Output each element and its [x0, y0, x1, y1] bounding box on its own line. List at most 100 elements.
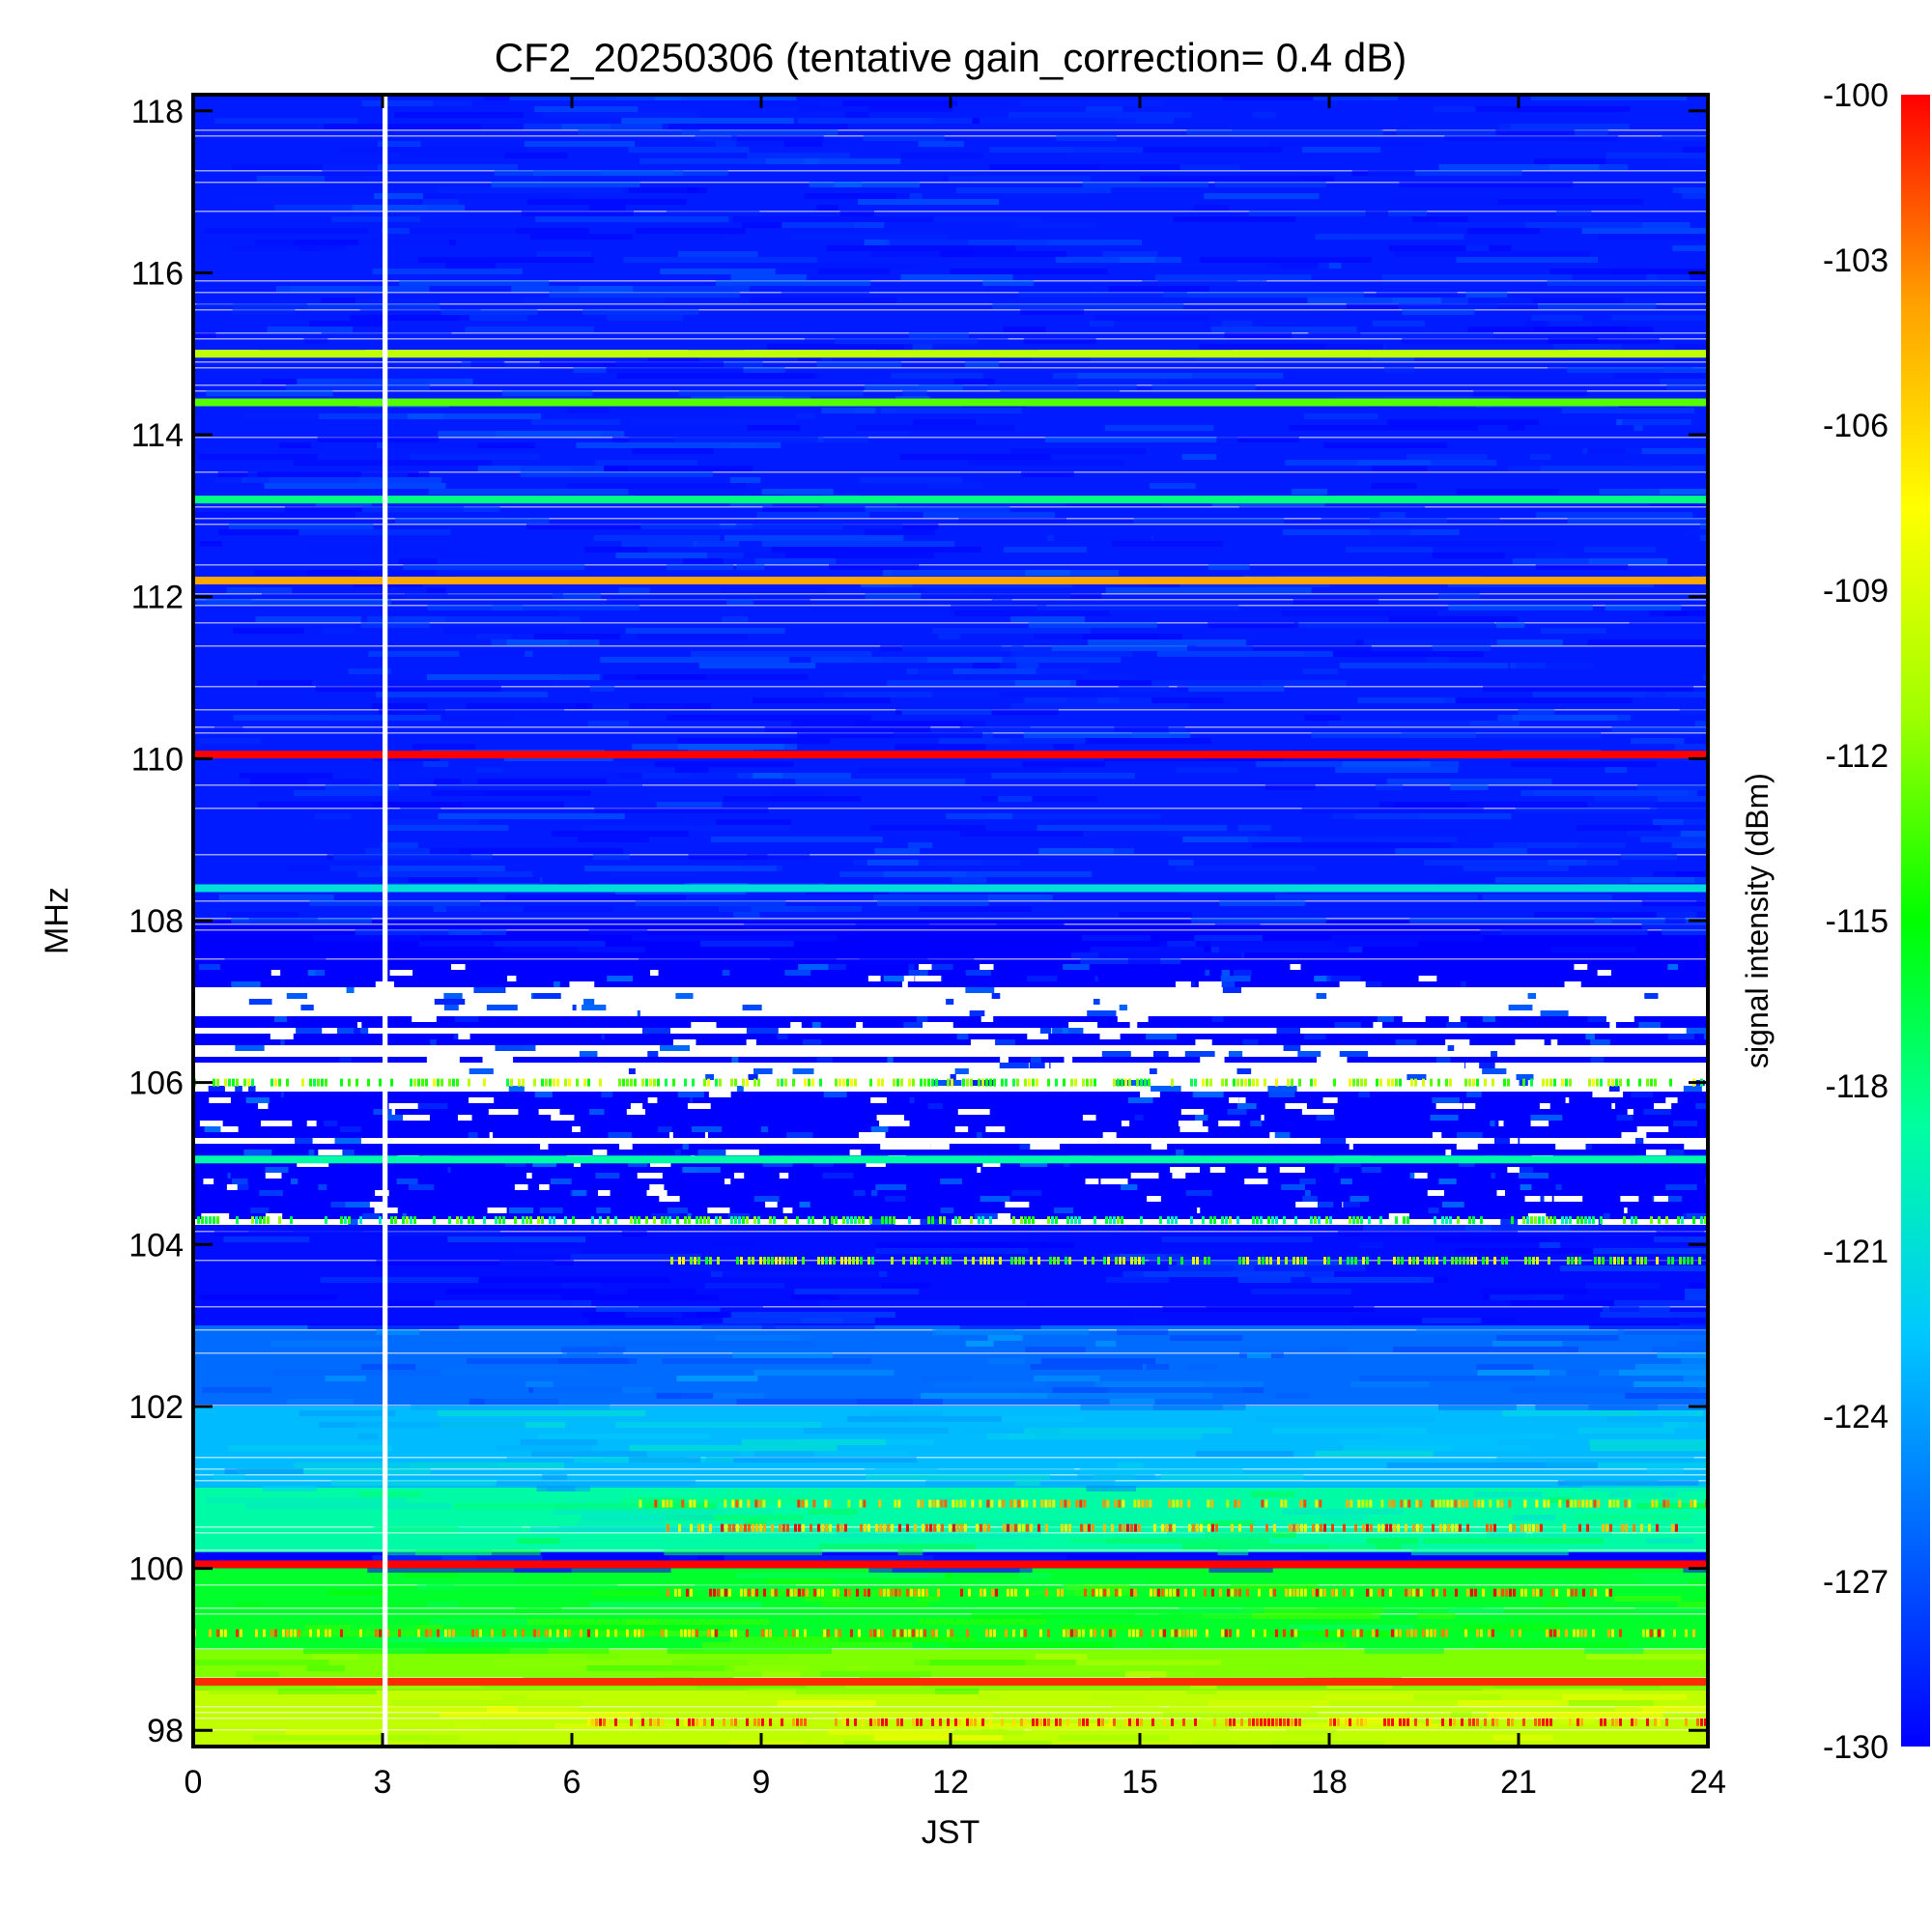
signal-fragment: [1070, 1629, 1073, 1637]
heatmap-cell: [1435, 1057, 1451, 1063]
signal-fragment: [1584, 1629, 1587, 1637]
signal-fragment: [1094, 1078, 1096, 1087]
signal-fragment: [514, 1216, 517, 1225]
signal-fragment: [1551, 1588, 1554, 1597]
signal-fragment: [1362, 1523, 1365, 1532]
signal-fragment: [711, 1718, 714, 1726]
signal-fragment: [697, 1523, 700, 1532]
signal-fragment: [869, 1216, 872, 1225]
signal-fragment: [572, 1216, 575, 1225]
signal-fragment: [684, 1078, 687, 1087]
heatmap-cell: [1584, 1283, 1661, 1289]
heatmap-cell: [955, 187, 1112, 193]
signal-fragment: [390, 1216, 393, 1225]
heatmap-cell: [1140, 1092, 1160, 1097]
signal-fragment: [1275, 1216, 1278, 1225]
signal-fragment: [1236, 1216, 1239, 1225]
signal-fragment: [854, 1078, 857, 1087]
heatmap-cell: [526, 199, 687, 205]
heatmap-cell: [1672, 187, 1708, 193]
signal-fragment: [1481, 1499, 1485, 1508]
heatmap-cell: [1611, 726, 1707, 732]
heatmap-cell: [659, 1196, 680, 1202]
signal-fragment: [1225, 1216, 1228, 1225]
heatmap-cell: [481, 124, 611, 129]
heatmap-cell: [1510, 1387, 1699, 1393]
heatmap-cell: [1370, 529, 1411, 535]
signal-fragment: [1316, 1523, 1319, 1532]
signal-fragment: [1700, 1718, 1703, 1726]
signal-fragment: [1476, 1718, 1479, 1726]
heatmap-cell: [1004, 547, 1087, 553]
heatmap-cell: [1428, 1208, 1439, 1213]
signal-fragment: [923, 1629, 926, 1637]
heatmap-cell: [1197, 1208, 1201, 1213]
heatmap-cell: [1111, 1706, 1159, 1712]
heatmap-cell: [1549, 269, 1708, 274]
signal-fragment: [887, 1588, 890, 1597]
heatmap-cell: [250, 779, 461, 784]
heatmap-cell: [1524, 1196, 1552, 1202]
signal-fragment: [1406, 1718, 1409, 1726]
signal-fragment: [863, 1499, 867, 1508]
heatmap-cell: [1000, 390, 1121, 396]
signal-fragment: [771, 1523, 774, 1532]
heatmap-cell: [1234, 1063, 1258, 1068]
signal-fragment: [1047, 1216, 1050, 1225]
heatmap-cell: [1386, 779, 1552, 784]
heatmap-cell: [1569, 1074, 1577, 1080]
heatmap-cell: [628, 1161, 648, 1167]
signal-fragment: [216, 1216, 219, 1225]
heatmap-row: [193, 1097, 1708, 1103]
heatmap-cell: [1149, 483, 1196, 489]
signal-fragment: [906, 1523, 909, 1532]
signal-fragment: [1586, 1523, 1589, 1532]
heatmap-cell: [887, 1057, 894, 1063]
heatmap-cell: [513, 1248, 582, 1254]
heatmap-cell: [992, 303, 1184, 309]
heatmap-cell: [715, 141, 737, 147]
signal-fragment: [607, 1718, 610, 1726]
heatmap-cell: [582, 825, 791, 831]
heatmap-cell: [1204, 193, 1320, 199]
signal-fragment: [1090, 1629, 1093, 1637]
heatmap-cell: [206, 1497, 407, 1503]
signal-fragment: [1387, 1078, 1390, 1087]
signal-fragment: [1049, 1257, 1052, 1265]
signal-fragment: [537, 1629, 540, 1637]
signal-fragment: [1283, 1216, 1286, 1225]
heatmap-cell: [839, 871, 967, 877]
signal-fragment: [724, 1523, 727, 1532]
heatmap-cell: [361, 100, 472, 106]
heatmap-cell: [194, 332, 216, 338]
signal-fragment: [448, 1078, 451, 1087]
x-tick-label: 3: [374, 1764, 392, 1801]
signal-fragment: [1005, 1629, 1008, 1637]
signal-fragment: [1048, 1499, 1052, 1508]
heatmap-cell: [1221, 970, 1231, 976]
heatmap-cell: [1458, 1161, 1475, 1167]
heatmap-cell: [459, 315, 528, 321]
signal-fragment: [1304, 1257, 1307, 1265]
heatmap-cell: [616, 373, 819, 379]
heatmap-cell: [524, 141, 636, 147]
heatmap-row: [193, 1213, 1708, 1219]
signal-fragment: [529, 1216, 532, 1225]
signal-fragment: [1349, 1216, 1351, 1225]
signal-fragment: [665, 1629, 668, 1637]
heatmap-cell: [601, 1034, 605, 1039]
heatmap-cell: [1064, 906, 1119, 912]
heatmap-cell: [1530, 95, 1688, 100]
heatmap-cell: [1318, 263, 1342, 269]
heatmap-cell: [1195, 1451, 1294, 1457]
heatmap-row: [193, 622, 1708, 624]
heatmap-cell: [484, 1399, 649, 1405]
heatmap-cell: [1146, 1034, 1178, 1039]
signal-fragment: [216, 1629, 219, 1637]
heatmap-cell: [1303, 413, 1378, 419]
signal-fragment: [641, 1718, 644, 1726]
signal-fragment: [1455, 1523, 1458, 1532]
heatmap-cell: [1548, 1236, 1708, 1242]
signal-fragment: [583, 1078, 586, 1087]
heatmap-cell: [557, 408, 738, 413]
